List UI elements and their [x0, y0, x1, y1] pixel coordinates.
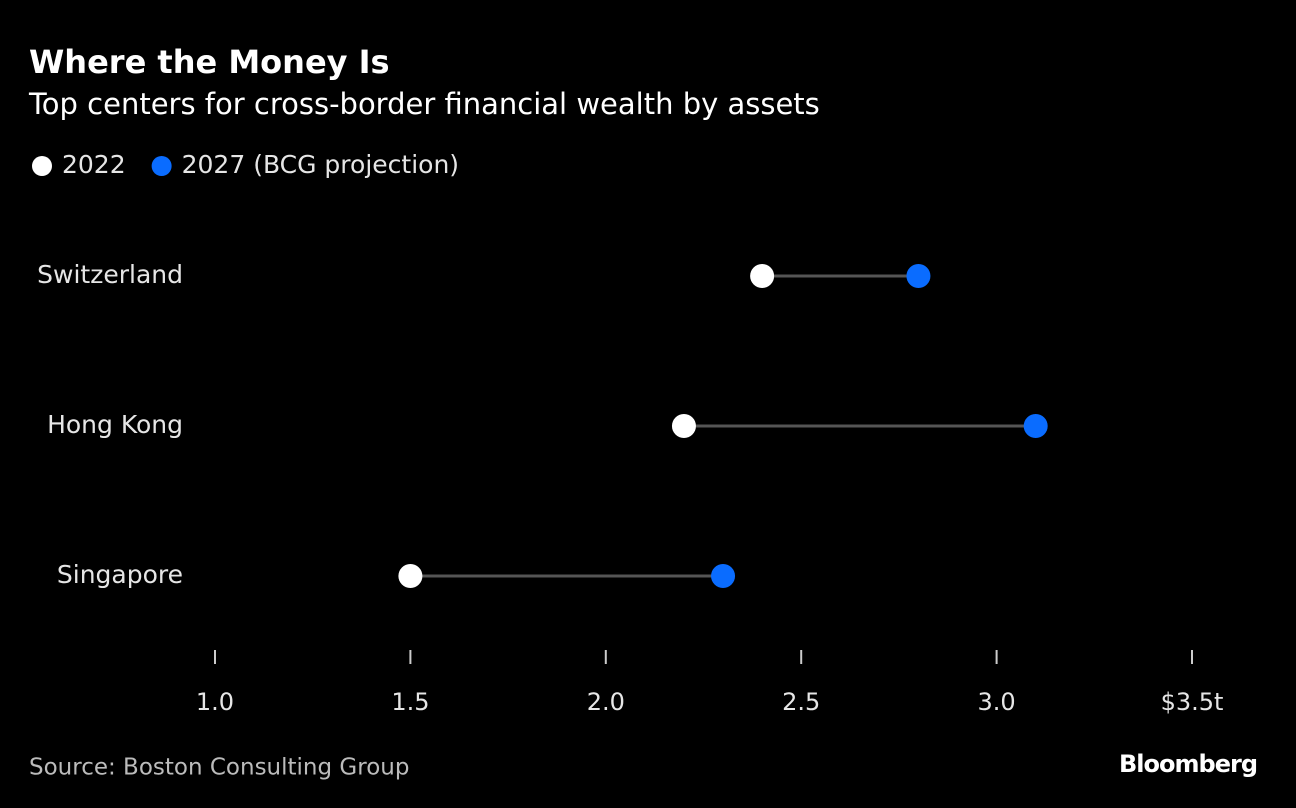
y-tick-label: Switzerland	[37, 260, 183, 289]
x-tick-label: 1.5	[391, 688, 429, 716]
legend-label: 2027 (BCG projection)	[182, 150, 459, 179]
x-tick-label: 2.0	[587, 688, 625, 716]
x-tick-label: 2.5	[782, 688, 820, 716]
dot	[711, 564, 736, 588]
y-tick-label: Singapore	[57, 560, 183, 589]
chart-subtitle: Top centers for cross-border financial w…	[28, 87, 820, 121]
dot	[1023, 414, 1048, 438]
x-tick-label: 1.0	[196, 688, 234, 716]
chart-title: Where the Money Is	[29, 43, 390, 81]
source: Source: Boston Consulting Group	[29, 755, 409, 781]
dot	[750, 264, 775, 288]
dot	[671, 414, 696, 438]
legend-swatch	[151, 156, 172, 176]
legend-label: 2022	[62, 150, 126, 179]
dot	[398, 564, 423, 588]
logo: Bloomberg	[1119, 750, 1257, 778]
y-tick-label: Hong Kong	[47, 410, 183, 439]
x-tick-label: 3.0	[978, 688, 1016, 716]
dot	[906, 264, 931, 288]
legend-swatch	[32, 156, 52, 176]
x-tick-label: $3.5t	[1161, 688, 1224, 716]
